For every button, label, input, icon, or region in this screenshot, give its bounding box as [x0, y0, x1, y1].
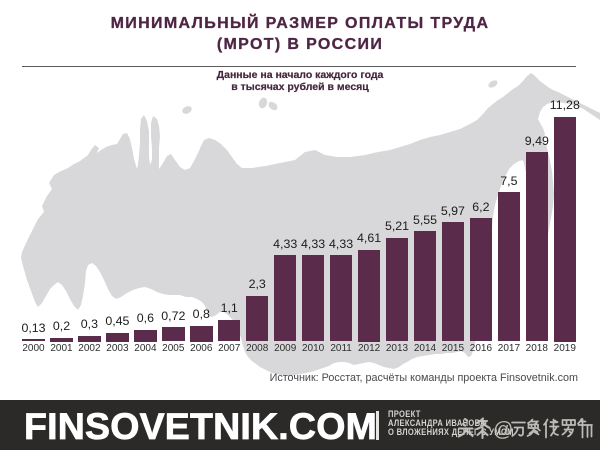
svg-text:@: @ [493, 419, 513, 441]
